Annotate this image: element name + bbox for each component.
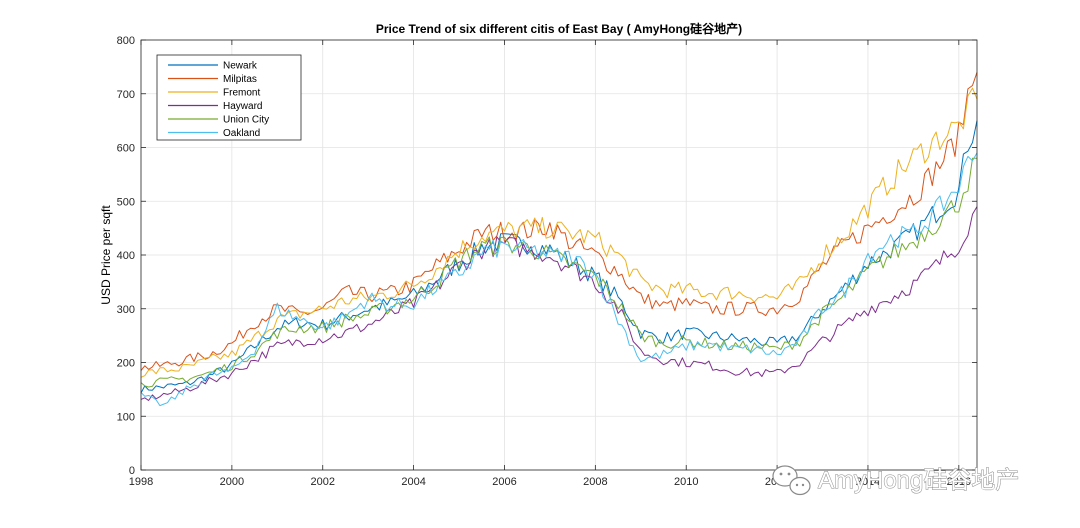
axes bbox=[140, 39, 978, 471]
legend-label-union-city: Union City bbox=[223, 115, 269, 126]
legend-box bbox=[156, 54, 302, 141]
y-tick-label: 500 bbox=[117, 196, 135, 208]
x-tick-label: 1998 bbox=[129, 476, 153, 488]
y-tick-label: 400 bbox=[117, 250, 135, 262]
legend-label-fremont: Fremont bbox=[223, 88, 260, 99]
x-tick-label: 2008 bbox=[583, 476, 607, 488]
legend: Newark Milpitas Fremont Hayward Union Ci… bbox=[156, 54, 302, 141]
wechat-icon bbox=[772, 465, 811, 496]
watermark: AmyHong硅谷地产 bbox=[772, 465, 1020, 496]
legend-label-newark: Newark bbox=[223, 61, 258, 72]
series-line-fremont bbox=[140, 87, 978, 378]
x-tick-label: 2006 bbox=[492, 476, 516, 488]
y-tick-label: 100 bbox=[117, 411, 135, 423]
y-tick-label: 0 bbox=[129, 465, 135, 477]
y-axis-label: USD Price per sqft bbox=[99, 205, 113, 305]
series-line-oakland bbox=[140, 152, 978, 407]
legend-label-milpitas: Milpitas bbox=[223, 74, 257, 85]
y-tick-label: 200 bbox=[117, 358, 135, 370]
x-tick-label: 2014 bbox=[856, 476, 880, 488]
x-tick-label: 2004 bbox=[401, 476, 425, 488]
y-tick-label: 800 bbox=[117, 35, 135, 47]
tick-labels: 1998200020022004200620082010201220142016… bbox=[117, 35, 971, 488]
legend-label-oakland: Oakland bbox=[223, 128, 260, 139]
series-line-hayward bbox=[140, 206, 978, 401]
chart-title: Price Trend of six different citis of Ea… bbox=[376, 21, 742, 36]
x-tick-label: 2016 bbox=[947, 476, 971, 488]
y-tick-label: 600 bbox=[117, 143, 135, 155]
series-lines bbox=[140, 72, 978, 407]
x-tick-label: 2002 bbox=[310, 476, 334, 488]
y-tick-label: 700 bbox=[117, 89, 135, 101]
y-tick-label: 300 bbox=[117, 304, 135, 316]
watermark-text: AmyHong硅谷地产 bbox=[818, 467, 1019, 494]
series-line-union-city bbox=[140, 157, 978, 388]
x-tick-label: 2010 bbox=[674, 476, 698, 488]
x-tick-label: 2000 bbox=[220, 476, 244, 488]
legend-label-hayward: Hayward bbox=[223, 101, 262, 112]
